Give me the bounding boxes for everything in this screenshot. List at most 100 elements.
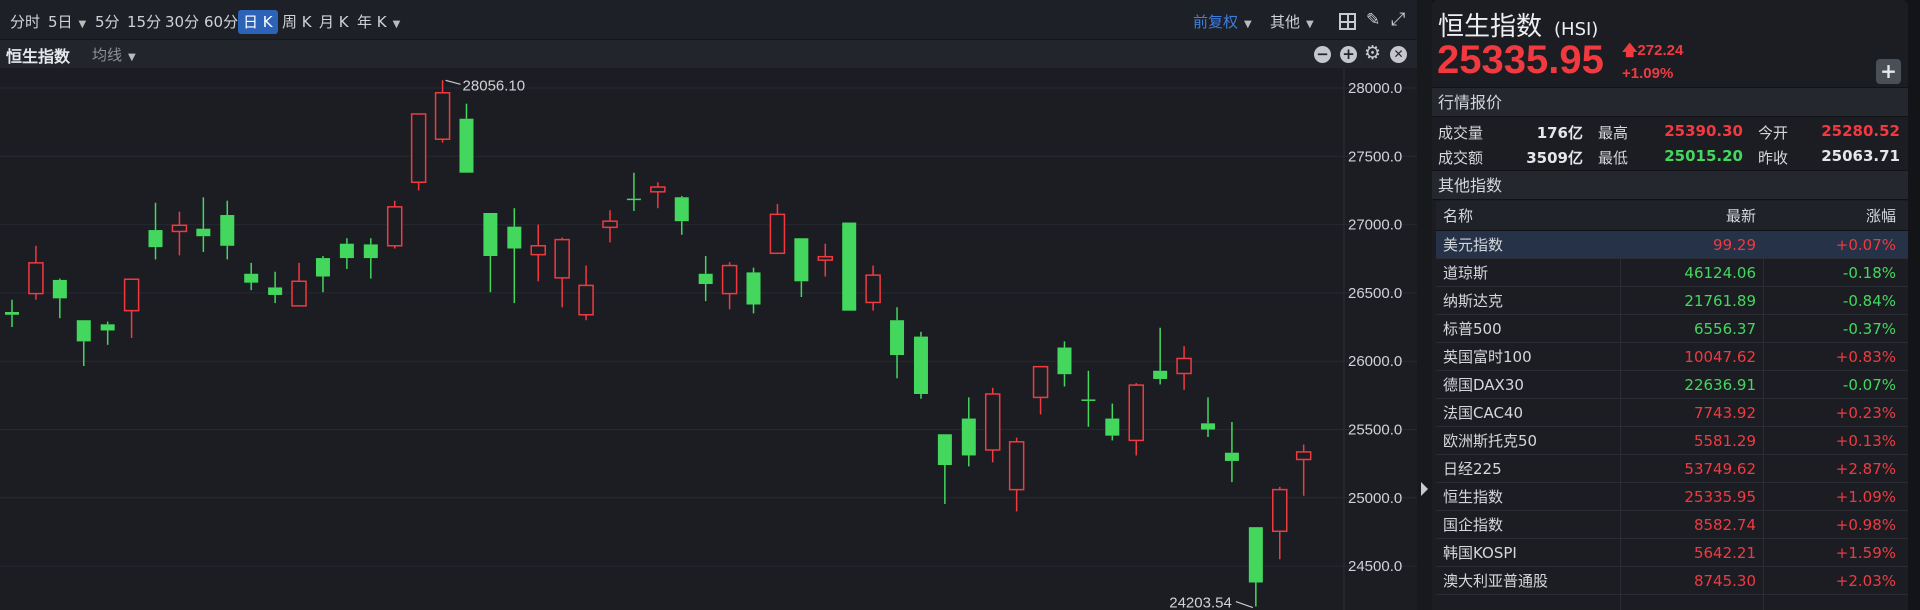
candle-body xyxy=(650,186,666,193)
candle-body xyxy=(578,284,594,316)
index-row[interactable]: 英国富时100 10047.62 +0.83% xyxy=(1436,343,1908,371)
period-15min[interactable]: 15分 xyxy=(127,10,161,34)
index-row[interactable]: 澳大利亚普通股 8745.30 +2.03% xyxy=(1436,567,1908,595)
ma-label: 均线 xyxy=(92,46,123,64)
candle xyxy=(1224,421,1239,483)
candle xyxy=(746,267,761,314)
candle-body xyxy=(339,243,354,259)
fullscreen-icon[interactable]: ⤢ xyxy=(1391,9,1406,30)
index-row[interactable]: 恒生指数 25335.95 +1.09% xyxy=(1436,483,1908,511)
collapse-arrow-icon[interactable] xyxy=(1421,482,1428,496)
add-watchlist-button[interactable]: + xyxy=(1876,59,1901,84)
candle xyxy=(984,387,1001,463)
candle xyxy=(602,210,618,243)
column-change: 涨幅 xyxy=(1865,207,1896,225)
candle-body xyxy=(817,255,834,261)
period-30min[interactable]: 30分 xyxy=(165,10,199,34)
period-5min[interactable]: 5分 xyxy=(95,10,120,34)
candle xyxy=(507,208,522,304)
ma-dropdown[interactable]: 均线 ▼ xyxy=(92,44,136,65)
period-monthly-k[interactable]: 月 K xyxy=(319,10,349,34)
index-row[interactable]: 国企指数 8582.74 +0.98% xyxy=(1436,511,1908,539)
index-name: 恒生指数 xyxy=(1443,488,1504,506)
candle-body xyxy=(100,324,115,331)
candle-body xyxy=(148,230,163,248)
period-5day[interactable]: 5日 ▼ xyxy=(48,10,86,34)
panel-splitter[interactable] xyxy=(1417,0,1432,610)
candle-body xyxy=(244,273,259,283)
index-row[interactable]: 德国DAX30 22636.91 -0.07% xyxy=(1436,371,1908,399)
index-last: 99.29 xyxy=(1713,236,1756,254)
other-dropdown[interactable]: 其他 ▼ xyxy=(1270,10,1314,34)
brush-icon[interactable]: ✎ xyxy=(1366,10,1381,30)
candle xyxy=(363,238,378,279)
period-yearly-k[interactable]: 年 K ▼ xyxy=(357,10,400,34)
index-row[interactable]: 道琼斯 46124.06 -0.18% xyxy=(1436,259,1908,287)
index-last: 7743.92 xyxy=(1693,404,1756,422)
chevron-down-icon: ▼ xyxy=(1244,19,1252,30)
index-row[interactable]: 美元指数 99.29 +0.07% xyxy=(1436,231,1908,259)
y-tick-label: 27000.0 xyxy=(1348,217,1402,234)
candle xyxy=(890,307,905,379)
candle-body xyxy=(28,262,44,295)
index-row[interactable]: 日经225 53749.62 +2.87% xyxy=(1436,455,1908,483)
quote-label: 成交额 xyxy=(1438,149,1484,167)
candle xyxy=(865,265,881,311)
candle xyxy=(626,172,641,211)
candlestick-chart[interactable]: 28000.0 27500.0 27000.0 26500.0 26000.0 25500… xyxy=(0,68,1417,610)
table-header: 名称 最新 涨幅 xyxy=(1436,201,1908,231)
quote-name: 恒生指数 (HSI) xyxy=(1438,6,1598,43)
candle-body xyxy=(1128,384,1144,442)
candle-body xyxy=(196,228,211,237)
zoom-out-icon[interactable]: − xyxy=(1314,46,1331,63)
index-row[interactable]: 纳斯达克 21761.89 -0.84% xyxy=(1436,287,1908,315)
index-change: +0.23% xyxy=(1835,404,1896,422)
candle xyxy=(148,202,163,260)
quote-value: 25280.52 xyxy=(1821,122,1900,140)
period-label: 5分 xyxy=(95,13,120,31)
candle-body xyxy=(842,222,857,311)
index-row[interactable]: 标普500 6556.37 -0.37% xyxy=(1436,315,1908,343)
close-icon[interactable]: ✕ xyxy=(1390,46,1407,63)
candle-body xyxy=(1057,347,1072,375)
index-change: +0.07% xyxy=(1835,236,1896,254)
candle xyxy=(220,200,235,260)
index-change: +2.87% xyxy=(1835,460,1896,478)
candle-body xyxy=(123,278,140,312)
candle-body xyxy=(386,206,403,247)
candle-body xyxy=(865,274,881,304)
index-name: 法国CAC40 xyxy=(1443,404,1524,422)
price-change: 🡅272.24 xyxy=(1622,40,1683,65)
quote-section-header: 行情报价 xyxy=(1432,87,1908,117)
candle-body xyxy=(291,280,307,307)
candle-body xyxy=(315,258,330,277)
candle-body xyxy=(1105,418,1120,436)
candle xyxy=(530,224,546,282)
quote-label: 成交量 xyxy=(1438,124,1484,142)
period-weekly-k[interactable]: 周 K xyxy=(282,10,312,34)
gear-icon[interactable]: ⚙ xyxy=(1364,42,1382,64)
low-annotation: 24203.54 xyxy=(1169,595,1254,610)
candle-body xyxy=(76,320,91,342)
candle-body xyxy=(913,336,928,394)
period-60min[interactable]: 60分 xyxy=(204,10,238,34)
quote-value: 25063.71 xyxy=(1821,147,1900,165)
period-daily-k[interactable]: 日 K xyxy=(238,10,278,34)
candle xyxy=(578,265,594,321)
candle-body xyxy=(1032,365,1049,399)
index-row[interactable]: 韩国KOSPI 5642.21 +1.59% xyxy=(1436,539,1908,567)
candle-body xyxy=(721,264,738,295)
index-row[interactable]: 欧洲斯托克50 5581.29 +0.13% xyxy=(1436,427,1908,455)
period-label: 5日 xyxy=(48,13,73,31)
zoom-in-icon[interactable]: + xyxy=(1340,46,1357,63)
y-tick-label: 26000.0 xyxy=(1348,353,1402,370)
candle xyxy=(483,212,498,293)
layout-grid-icon[interactable] xyxy=(1339,13,1356,30)
adjust-dropdown[interactable]: 前复权 ▼ xyxy=(1193,10,1252,34)
chevron-down-icon: ▼ xyxy=(1306,19,1314,30)
high-annotation: 28056.10 xyxy=(445,77,525,94)
period-intraday[interactable]: 分时 xyxy=(10,10,40,34)
index-row[interactable]: 法国CAC40 7743.92 +0.23% xyxy=(1436,399,1908,427)
index-change: +0.98% xyxy=(1835,516,1896,534)
candle-body xyxy=(674,197,689,222)
